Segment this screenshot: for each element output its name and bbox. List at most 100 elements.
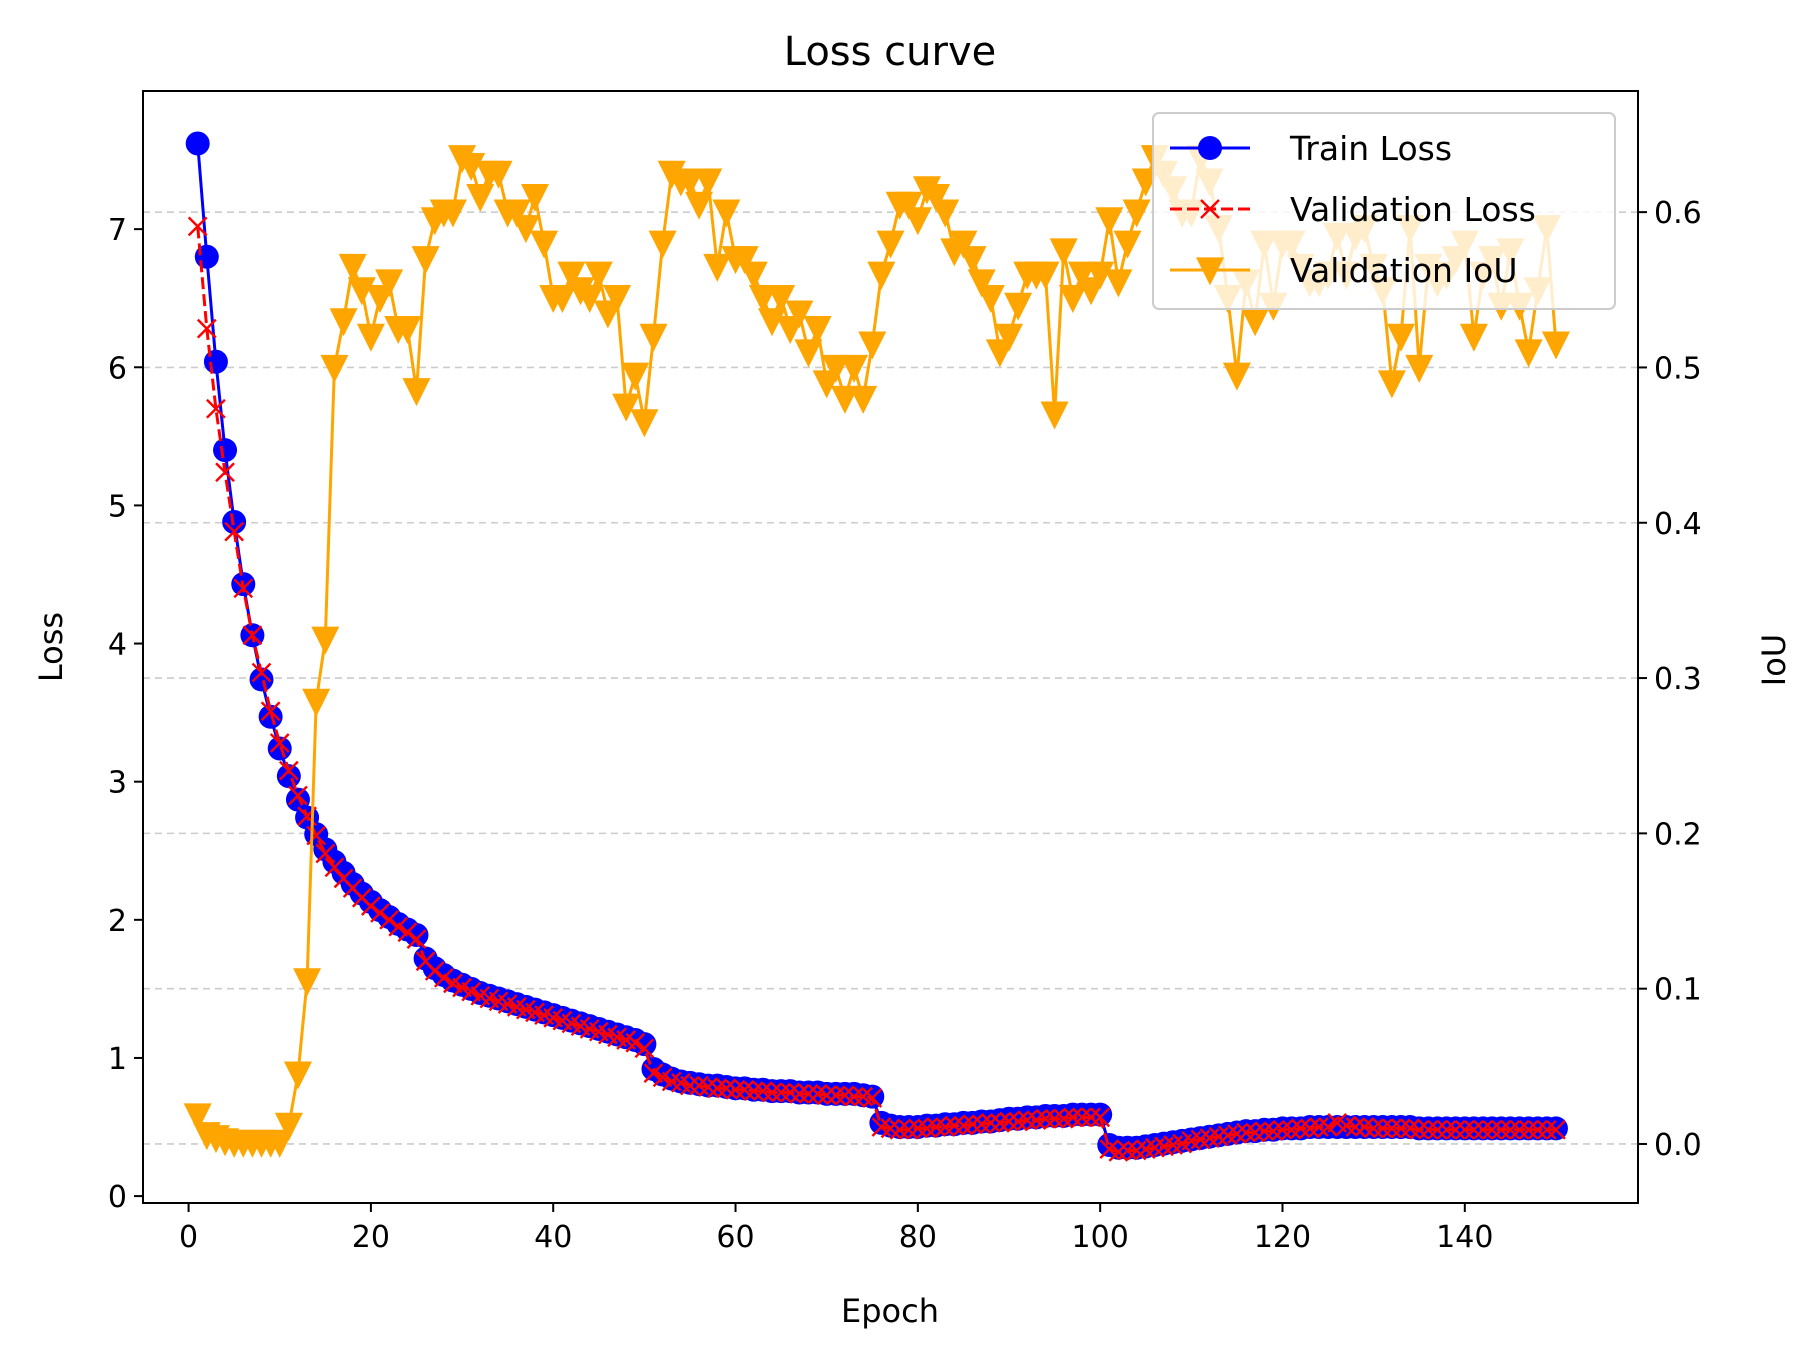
data-point [260,701,281,722]
data-point [411,246,440,275]
data-point [889,1119,910,1140]
data-point [999,1111,1019,1132]
data-point [1541,331,1570,360]
data-point [798,1084,819,1104]
data-point [1382,1118,1402,1139]
data-point [830,385,859,414]
legend-keys [1170,136,1250,286]
grid-layer [143,211,1638,1145]
data-point [1527,1119,1548,1140]
legend-key-marker [1196,257,1224,286]
data-point [1067,261,1096,290]
data-point [315,843,336,864]
data-point [196,318,217,339]
data-point [329,308,358,337]
data-point [265,1129,294,1158]
y-tick-label: 3 [108,766,127,801]
x-tick-label: 120 [1254,1220,1311,1255]
data-point [575,284,604,313]
data-point [213,438,238,463]
data-point [1418,1119,1439,1140]
y-right-tick-label: 0.2 [1654,817,1702,852]
data-point [675,168,704,197]
data-point [375,269,404,298]
data-point [242,625,263,646]
legend-box [1152,112,1616,310]
data-point [1518,1119,1539,1140]
data-point [1386,323,1415,352]
data-point [1236,1122,1256,1143]
data-point [767,284,796,313]
data-point [1445,1119,1466,1140]
data-point [1454,1119,1475,1140]
data-point [858,331,887,360]
data-point [361,896,381,916]
data-point [949,230,978,259]
data-point [962,1114,983,1135]
legend-key-marker [1198,136,1222,160]
data-point [233,578,254,599]
data-point [433,967,454,988]
data-point [370,903,390,923]
data-point [1377,370,1406,399]
data-point [739,261,768,290]
data-point [603,284,632,313]
data-point [1464,1119,1484,1140]
data-point [1482,1119,1502,1140]
data-point [844,1086,864,1107]
data-point [1509,1119,1530,1140]
data-point [712,199,741,228]
data-point [931,199,960,228]
data-point [840,354,869,383]
data-point [621,362,650,391]
data-point [789,1084,810,1104]
data-point [557,261,586,290]
data-point [224,521,245,542]
y-tick-label: 4 [108,628,127,663]
legend-key-marker [1200,199,1220,219]
data-point [1427,1119,1448,1140]
data-point [771,1082,791,1103]
data-point [1113,230,1142,259]
data-point [685,191,714,220]
data-point [680,1075,700,1096]
data-point [511,215,540,244]
data-point [849,385,878,414]
data-point [785,300,814,329]
data-point [502,199,531,228]
legend-label-train-loss: Train Loss [1289,129,1452,168]
data-point [703,253,732,282]
data-point [484,160,513,189]
x-tick-label: 60 [716,1220,754,1255]
data-point [185,131,210,156]
data-point [1117,1140,1138,1161]
data-point [1372,1118,1393,1139]
data-point [187,216,208,237]
data-point [356,323,385,352]
data-point [1436,1119,1457,1140]
data-point [862,1088,883,1108]
data-point [1405,354,1434,383]
data-point [762,1082,782,1103]
data-point [803,316,832,345]
data-point [876,230,905,259]
data-point [347,277,376,306]
data-point [285,787,310,812]
x-tick-label: 0 [179,1220,198,1255]
data-point [1095,207,1124,236]
data-point [1222,362,1251,391]
data-point [748,284,777,313]
data-point [1272,1119,1293,1140]
data-point [639,323,668,352]
data-point [276,764,301,789]
y-tick-label: 1 [108,1042,127,1077]
data-point [320,354,349,383]
chart-title: Loss curve [784,29,997,75]
data-point [743,1081,764,1101]
y-axis-label: Loss [32,612,70,682]
data-point [1049,238,1078,267]
data-point [1546,1119,1566,1140]
data-point [821,354,850,383]
data-point [402,378,431,407]
data-point [249,667,274,692]
